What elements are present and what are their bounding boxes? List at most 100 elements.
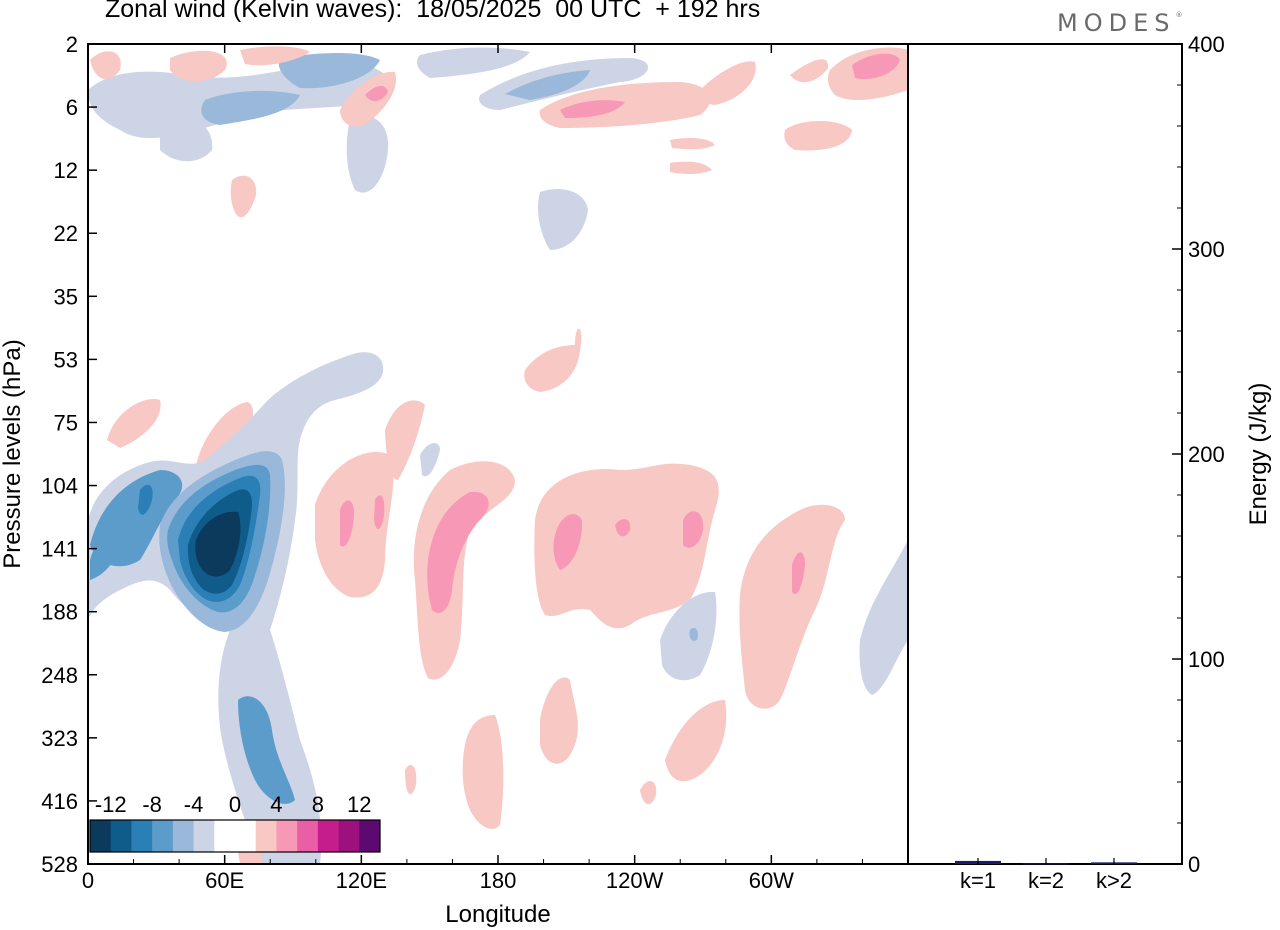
y-tick-label: 22 [54,221,78,246]
negative-region [346,116,389,193]
positive-region [170,50,227,82]
y-tick-label: 12 [54,158,78,183]
positive-region [790,59,829,83]
negative-region [538,189,588,250]
x-tick-label: 120W [606,868,664,893]
y-tick-label: 6 [66,95,78,120]
brand-logo: MODES® [1057,9,1182,37]
negative-region [138,484,153,515]
chart-title: Zonal wind (Kelvin waves): 18/05/2025 00… [105,0,761,23]
energy-panel-frame [907,43,1183,865]
negative-region [505,70,590,100]
colorbar-swatch [131,820,153,852]
positive-region [640,780,657,805]
y-axis-title: Pressure levels (hPa) [0,339,26,568]
positive-region [665,700,727,782]
colorbar-label: 4 [270,792,282,817]
positive-region [784,121,852,151]
colorbar-label: 0 [229,792,241,817]
positive-region [365,85,388,102]
y-tick-label: 528 [41,852,78,877]
energy-tick-label: 0 [1188,852,1200,877]
y-tick-label: 416 [41,789,78,814]
positive-region [405,765,417,795]
y-tick-label: 141 [41,537,78,562]
y-tick-label: 35 [54,284,78,309]
negative-region [689,628,698,641]
energy-axis: 0 100 200 300 400 k=1 k=2 k>2 [960,32,1225,893]
y-tick-label: 75 [54,410,78,435]
negative-region [195,511,241,577]
positive-region [670,137,715,150]
colorbar-label: 8 [312,792,324,817]
y-tick-label: 104 [41,474,78,499]
negative-region [660,591,717,681]
colorbar-label: -8 [142,792,162,817]
positive-region [230,175,257,218]
positive-region [374,495,385,530]
positive-region [739,504,845,709]
y-tick-label: 53 [54,347,78,372]
positive-region [553,514,583,570]
positive-region [683,511,704,548]
positive-region [540,677,578,764]
colorbar-swatch [235,820,257,852]
x-tick-label: 180 [480,868,517,893]
colorbar: -12 -8 -4 0 4 8 12 [89,792,381,853]
energy-tick-label: 300 [1188,237,1225,262]
positive-region [670,161,712,175]
x-tick-label: 120E [336,868,387,893]
negative-region [160,116,213,162]
colorbar-frame [89,819,381,853]
negative-region [238,696,295,804]
y-tick-label: 2 [66,32,78,57]
negative-region [201,90,300,125]
colorbar-label: 12 [347,792,371,817]
positive-region [792,552,805,595]
positive-region [340,71,396,127]
y-tick-label: 188 [41,600,78,625]
negative-region [278,53,380,89]
positive-region [534,463,719,629]
colorbar-swatch [255,820,277,852]
x-tick-label: 0 [82,868,94,893]
positive-region [90,51,121,80]
energy-tick-label: 100 [1188,647,1225,672]
x-axis-title: Longitude [445,901,550,928]
contour-field [88,46,908,864]
colorbar-label: -4 [184,792,204,817]
brand-mark: ® [1175,11,1183,19]
colorbar-swatch [317,820,340,852]
x-axis: 0 60E 120E 180 120W 60W [82,44,863,893]
colorbar-swatch [110,820,132,852]
positive-region [462,715,504,829]
brand-name: MODES [1057,9,1176,37]
energy-axis-title: Energy (J/kg) [1245,383,1272,526]
positive-region [107,399,161,448]
negative-region [859,540,908,695]
positive-region [413,461,515,680]
colorbar-swatch [214,820,236,852]
colorbar-swatch [359,820,381,852]
positive-region [698,61,756,105]
energy-x-label: k>2 [1096,868,1132,893]
negative-region [90,536,120,580]
colorbar-swatch [193,820,215,852]
positive-region [385,400,425,480]
energy-tick-label: 200 [1188,442,1225,467]
positive-region [427,491,489,614]
positive-region [615,518,631,537]
colorbar-swatch [172,820,195,852]
x-tick-label: 60E [205,868,244,893]
colorbar-swatch [152,820,174,852]
positive-region [524,328,582,392]
y-tick-label: 248 [41,663,78,688]
positive-region [560,100,625,118]
negative-region [417,47,530,78]
energy-x-label: k=1 [960,868,996,893]
energy-tick-label: 400 [1188,32,1225,57]
x-tick-label: 60W [749,868,794,893]
negative-region [420,443,440,477]
colorbar-swatch [297,820,319,852]
